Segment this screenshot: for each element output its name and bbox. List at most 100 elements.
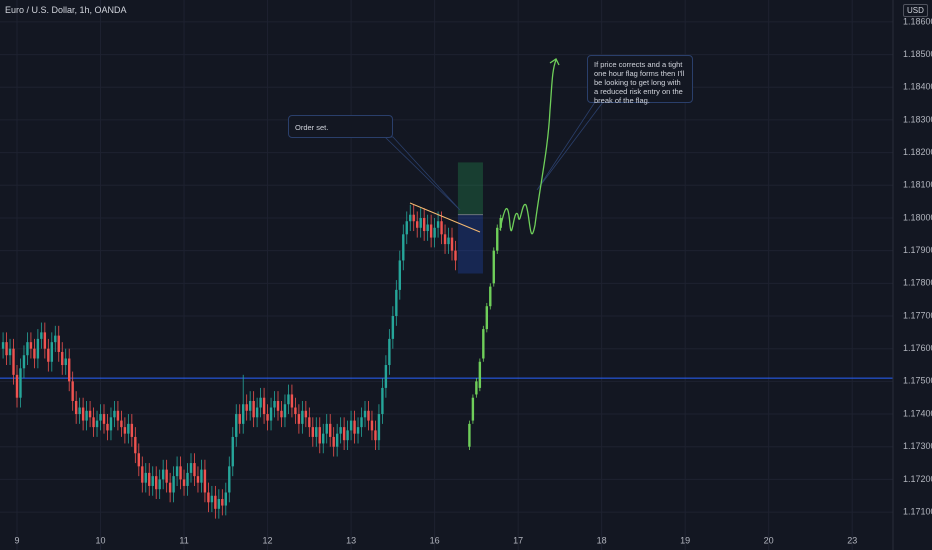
y-tick-label: 1.18200 xyxy=(903,147,932,157)
x-tick-label: 16 xyxy=(430,535,440,545)
candle-body xyxy=(429,224,433,238)
candle-body xyxy=(127,423,130,434)
candle-body xyxy=(395,289,398,317)
candle-body xyxy=(109,417,113,431)
candle-body xyxy=(29,342,33,349)
candle-body xyxy=(68,358,71,382)
candle-body xyxy=(238,414,241,424)
candle-body xyxy=(489,286,492,307)
candle-body xyxy=(158,479,161,490)
candle-body xyxy=(496,227,499,251)
candle-body xyxy=(297,414,301,424)
annotation: If price corrects and a tight one hour f… xyxy=(587,55,693,105)
candle-body xyxy=(102,414,106,424)
candle-body xyxy=(409,214,412,222)
x-tick-label: 12 xyxy=(263,535,273,545)
candle-body xyxy=(179,466,182,480)
candle-body xyxy=(12,348,15,375)
candle-body xyxy=(311,427,315,437)
candle-body xyxy=(1,342,5,349)
candle-body xyxy=(440,221,443,235)
candle-body xyxy=(482,329,485,359)
candle-body xyxy=(88,410,92,418)
candle-body xyxy=(200,469,203,483)
candle-body xyxy=(81,407,85,421)
x-tick-label: 10 xyxy=(96,535,106,545)
candle-body xyxy=(172,476,175,493)
y-tick-label: 1.17500 xyxy=(903,376,932,386)
y-tick-label: 1.18000 xyxy=(903,212,932,222)
candle-body xyxy=(301,410,304,424)
y-tick-label: 1.17700 xyxy=(903,310,932,320)
candle-body xyxy=(186,472,189,486)
candle-body xyxy=(478,361,482,388)
y-tick-label: 1.18300 xyxy=(903,114,932,124)
candle-body xyxy=(26,342,29,356)
y-tick-label: 1.17200 xyxy=(903,474,932,484)
candle-body xyxy=(402,234,405,261)
candle-body xyxy=(255,407,259,418)
candle-body xyxy=(19,368,22,398)
candle-body xyxy=(141,466,144,483)
candle-body xyxy=(280,410,283,418)
y-tick-label: 1.18600 xyxy=(903,16,932,26)
candle-body xyxy=(5,342,8,356)
y-tick-label: 1.17600 xyxy=(903,343,932,353)
candle-body xyxy=(454,250,457,261)
x-tick-label: 23 xyxy=(847,535,857,545)
callout-pointer xyxy=(384,136,461,211)
candle-body xyxy=(235,414,238,437)
candle-body xyxy=(377,414,381,441)
candle-body xyxy=(85,410,88,421)
candle-body xyxy=(242,404,245,424)
x-tick-label: 9 xyxy=(14,535,19,545)
candle-body xyxy=(374,430,377,441)
candle-body xyxy=(356,427,360,434)
y-tick-label: 1.18100 xyxy=(903,180,932,190)
currency-label: USD xyxy=(903,4,928,17)
candle-body xyxy=(165,469,168,483)
annotation: Order set. xyxy=(288,115,393,138)
candle-body xyxy=(47,348,50,362)
candle-body xyxy=(248,400,252,411)
candle-body xyxy=(422,217,426,232)
candle-body xyxy=(485,306,489,330)
y-tick-label: 1.18500 xyxy=(903,49,932,59)
trend-line xyxy=(409,202,481,233)
candle-body xyxy=(426,224,429,232)
candle-body xyxy=(315,427,318,437)
candle-body xyxy=(22,355,26,369)
chart-title: Euro / U.S. Dollar, 1h, OANDA xyxy=(5,5,127,15)
candle-body xyxy=(40,332,43,339)
candle-body xyxy=(384,365,388,388)
candle-body xyxy=(443,234,447,245)
candle-body xyxy=(8,348,12,356)
candle-body xyxy=(71,381,74,401)
candle-body xyxy=(388,338,391,366)
candle-body xyxy=(61,351,64,366)
y-tick-label: 1.17100 xyxy=(903,506,932,516)
candle-body xyxy=(353,420,356,434)
candle-body xyxy=(168,482,172,493)
candle-body xyxy=(196,476,200,483)
candle-body xyxy=(276,400,280,411)
candle-body xyxy=(189,463,193,473)
candle-body xyxy=(137,453,141,467)
candle-body xyxy=(78,407,81,415)
candle-body xyxy=(252,400,255,418)
candle-body xyxy=(342,427,346,441)
x-tick-label: 11 xyxy=(179,535,188,545)
stop-zone xyxy=(457,214,483,274)
grid xyxy=(0,0,893,550)
candle-body xyxy=(15,374,19,398)
candle-body xyxy=(210,495,214,503)
candle-body xyxy=(283,404,287,418)
candle-body xyxy=(221,499,224,506)
candle-body xyxy=(231,436,234,467)
candle-body xyxy=(175,466,179,477)
candle-body xyxy=(294,407,297,415)
candle-body xyxy=(468,423,471,447)
candle-body xyxy=(329,423,332,437)
